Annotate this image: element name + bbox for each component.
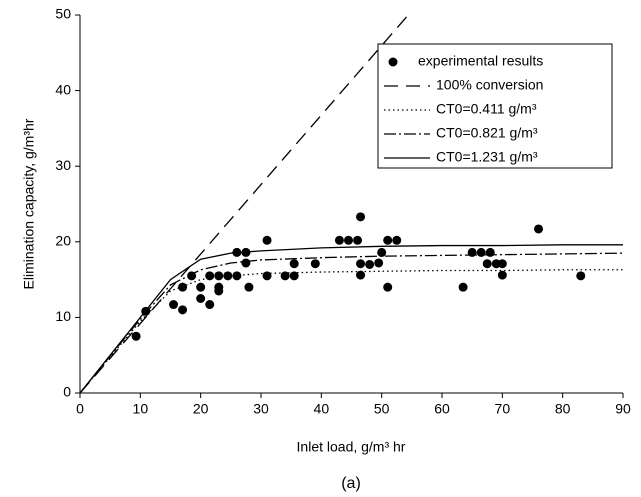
legend-box	[377, 43, 613, 169]
legend-label: 100% conversion	[436, 77, 543, 93]
data-point	[244, 282, 254, 292]
y-tick-label: 20	[55, 233, 71, 249]
data-point	[214, 286, 224, 296]
legend-label: CT0=1.231 g/m³	[436, 149, 538, 165]
caption: (a)	[341, 475, 361, 492]
x-tick-label: 40	[314, 401, 330, 417]
data-point	[169, 300, 179, 310]
x-tick-label: 20	[193, 401, 209, 417]
data-point	[353, 235, 363, 245]
data-point	[458, 282, 468, 292]
legend-label: CT0=0.821 g/m³	[436, 125, 538, 141]
data-point	[310, 259, 320, 269]
data-point	[205, 300, 215, 310]
data-point	[485, 247, 495, 257]
data-point	[131, 331, 141, 341]
data-point	[223, 271, 233, 281]
data-point	[576, 271, 586, 281]
data-point	[178, 282, 188, 292]
data-point	[289, 259, 299, 269]
data-point	[374, 258, 384, 268]
data-point	[365, 259, 375, 269]
y-tick-label: 0	[63, 384, 71, 400]
data-point	[356, 212, 366, 222]
data-point	[356, 259, 366, 269]
y-tick-label: 40	[55, 81, 71, 97]
x-tick-label: 30	[253, 401, 269, 417]
y-axis-title: Elimination capacity, g/m³hr	[21, 118, 37, 289]
x-tick-label: 10	[133, 401, 149, 417]
line-series	[80, 15, 409, 393]
data-point	[482, 259, 492, 269]
data-point	[196, 294, 206, 303]
data-point	[383, 282, 393, 292]
data-point	[262, 235, 272, 245]
x-tick-label: 70	[495, 401, 511, 417]
data-point	[241, 258, 251, 268]
data-point	[377, 247, 387, 257]
legend-marker	[388, 57, 398, 67]
legend-label: CT0=0.411 g/m³	[436, 101, 537, 117]
data-point	[497, 259, 507, 269]
y-tick-label: 10	[55, 308, 71, 324]
x-axis-title: Inlet load, g/m³ hr	[297, 439, 406, 455]
data-point	[383, 235, 393, 245]
data-point	[497, 270, 507, 280]
data-point	[534, 224, 544, 234]
y-tick-label: 30	[55, 157, 71, 173]
data-point	[232, 271, 242, 281]
line-series	[80, 269, 623, 393]
data-point	[205, 271, 215, 281]
data-point	[280, 271, 290, 281]
x-tick-label: 60	[434, 401, 450, 417]
data-point	[214, 271, 224, 281]
x-tick-label: 90	[615, 401, 631, 417]
data-point	[476, 247, 486, 257]
data-point	[343, 235, 353, 245]
x-tick-label: 80	[555, 401, 571, 417]
data-point	[262, 271, 272, 281]
legend-label: experimental results	[418, 53, 543, 69]
line-series	[80, 252, 623, 393]
line-series	[80, 244, 623, 393]
data-point	[289, 271, 299, 281]
data-point	[178, 305, 188, 315]
data-point	[196, 282, 206, 292]
data-point	[334, 235, 344, 245]
data-point	[356, 270, 366, 280]
y-tick-label: 50	[55, 6, 71, 22]
data-point	[392, 235, 402, 245]
x-tick-label: 50	[374, 401, 390, 417]
x-tick-label: 0	[76, 401, 84, 417]
